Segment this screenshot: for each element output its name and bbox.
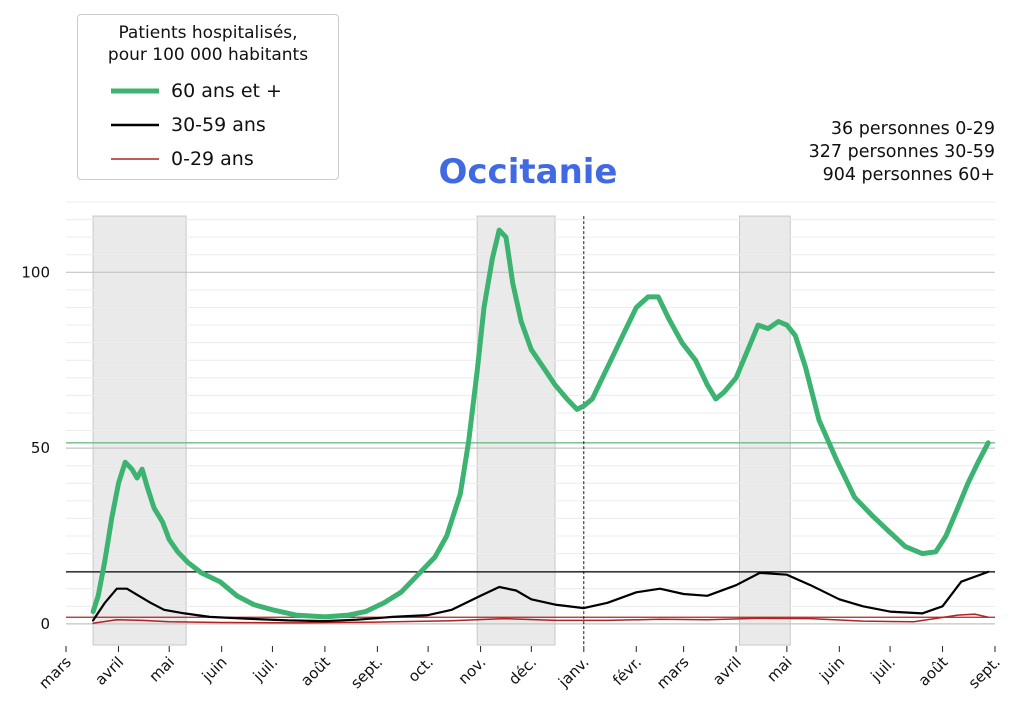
legend: Patients hospitalisés, pour 100 000 habi… (77, 14, 339, 180)
x-tick-label: juil. (249, 653, 281, 685)
y-axis: 0 50 100 (21, 263, 50, 633)
x-tick-label: mars (35, 653, 75, 693)
legend-title-line1: Patients hospitalisés, (118, 23, 298, 43)
x-axis: mars avril mai juin juil. août sept. oct. nov. dé… (35, 646, 1004, 693)
count-60plus: 904 personnes 60+ (822, 165, 995, 185)
legend-title: Patients hospitalisés, pour 100 000 habi… (78, 22, 338, 66)
series-line-2 (92, 570, 990, 623)
x-tick-label: avril (92, 653, 128, 689)
x-tick-label: mars (653, 653, 693, 693)
patient-counts: 36 personnes 0-29 327 personnes 30-59 90… (809, 118, 995, 187)
x-tick-label: déc. (505, 653, 540, 688)
series-lines (90, 227, 991, 624)
x-tick-label: févr. (609, 653, 645, 689)
x-tick-label: mai (146, 653, 179, 686)
legend-swatch-30-59 (111, 123, 159, 127)
x-tick-label: juin (815, 653, 848, 686)
chart-title: Occitanie (438, 152, 618, 192)
legend-label-60plus: 60 ans et + (171, 80, 282, 102)
legend-label-0-29: 0-29 ans (171, 148, 254, 170)
legend-swatch-60plus (111, 88, 159, 94)
legend-entry-0-29: 0-29 ans (111, 147, 254, 171)
x-tick-label: août (915, 653, 952, 690)
y-tick-label: 0 (40, 615, 50, 633)
legend-swatch-0-29 (111, 158, 159, 160)
series-line-3 (92, 613, 989, 624)
x-tick-label: oct. (404, 653, 437, 686)
y-tick-label: 50 (31, 439, 50, 457)
x-tick-label: nov. (455, 653, 490, 688)
x-tick-label: janv. (554, 653, 592, 691)
x-tick-label: août (297, 653, 334, 690)
x-tick-label: juil. (867, 653, 899, 685)
count-0-29: 36 personnes 0-29 (830, 119, 995, 139)
legend-entry-60plus: 60 ans et + (111, 79, 282, 103)
x-tick-label: juin (198, 653, 231, 686)
legend-entry-30-59: 30-59 ans (111, 113, 266, 137)
x-tick-label: sept. (347, 653, 386, 692)
x-tick-label: sept. (965, 653, 1004, 692)
legend-label-30-59: 30-59 ans (171, 114, 266, 136)
y-tick-label: 100 (21, 263, 50, 281)
legend-title-line2: pour 100 000 habitants (107, 45, 309, 65)
x-tick-label: mai (763, 653, 796, 686)
series-line-1 (90, 227, 991, 620)
count-30-59: 327 personnes 30-59 (808, 142, 995, 162)
x-tick-label: avril (709, 653, 745, 689)
